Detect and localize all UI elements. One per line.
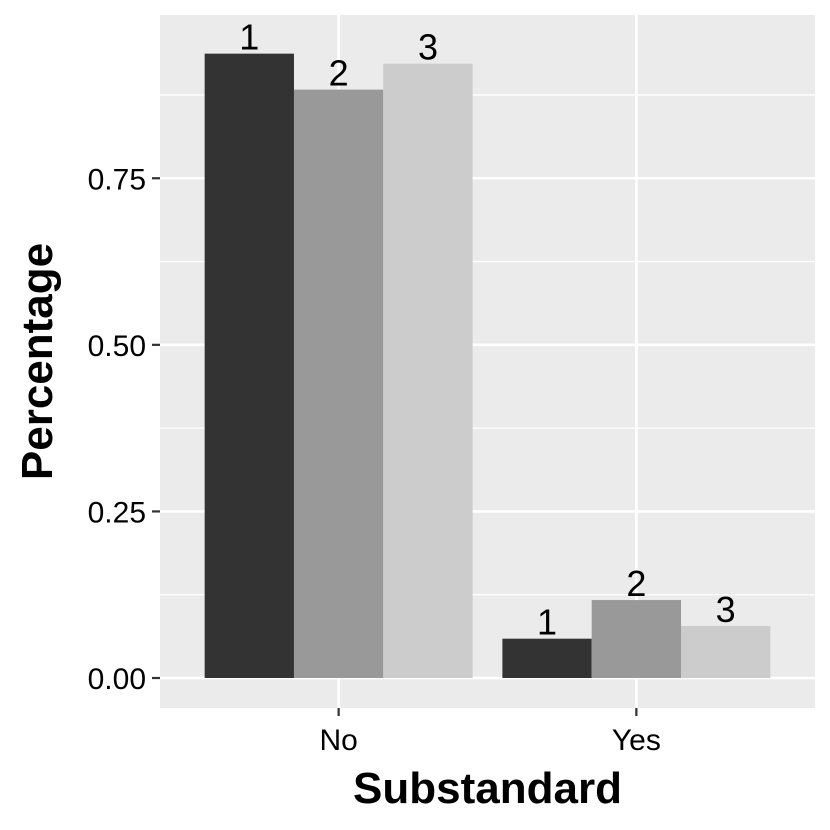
bar-yes-1 xyxy=(502,638,592,679)
bar-value-label: 3 xyxy=(418,27,438,68)
bar-yes-3 xyxy=(681,626,771,679)
y-tick-label: 0.25 xyxy=(88,496,146,529)
bar-yes-2 xyxy=(591,600,682,679)
x-axis-title: Substandard xyxy=(353,764,622,813)
bar-value-label: 3 xyxy=(716,589,736,630)
bar-value-label: 2 xyxy=(626,563,646,604)
y-tick-label: 0.50 xyxy=(88,330,146,363)
bar-no-1 xyxy=(204,53,294,679)
bar-value-label: 2 xyxy=(329,53,349,94)
bars xyxy=(204,53,771,679)
bar-no-3 xyxy=(383,63,473,679)
bar-no-2 xyxy=(293,89,384,679)
bar-value-label: 1 xyxy=(239,17,259,58)
bar-labels: 1 2 3 1 2 3 xyxy=(239,17,735,643)
x-tick-label: No xyxy=(319,724,357,757)
x-tick-label: Yes xyxy=(612,724,661,757)
axes: 0.00 0.25 0.50 0.75 No Yes xyxy=(88,163,661,757)
bar-value-label: 1 xyxy=(537,602,557,643)
y-tick-label: 0.75 xyxy=(88,163,146,196)
y-tick-label: 0.00 xyxy=(88,663,146,696)
y-axis-title: Percentage xyxy=(13,243,62,480)
